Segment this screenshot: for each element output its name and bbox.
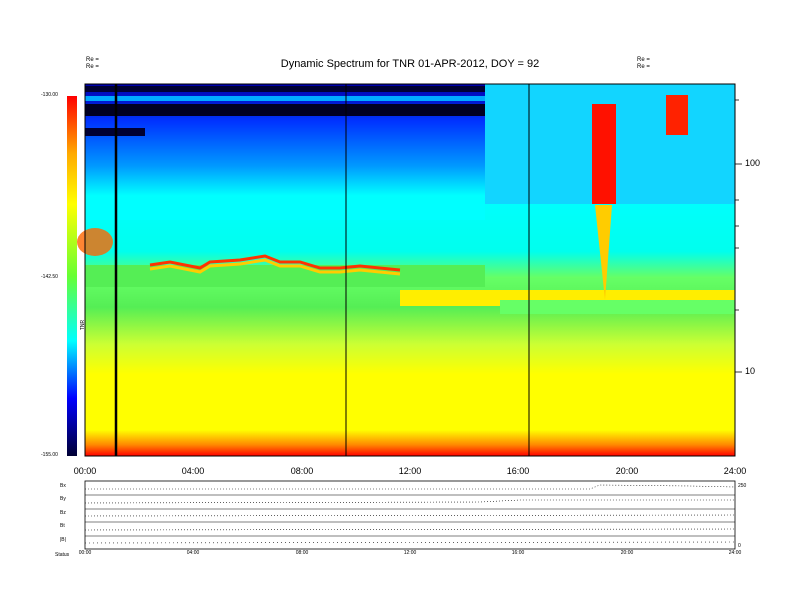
x-tick-1: 04:00 bbox=[181, 466, 205, 476]
header-left-line1: Re = bbox=[86, 57, 99, 63]
panel-right-tick-top: 250 bbox=[738, 483, 747, 489]
bottom-panels bbox=[84, 480, 736, 550]
panel-label-status: Status bbox=[55, 552, 70, 558]
colorbar-tick-bottom: -155.00 bbox=[41, 452, 58, 458]
chart-title: Dynamic Spectrum for TNR 01-APR-2012, DO… bbox=[280, 58, 540, 70]
plot-frame bbox=[84, 83, 736, 457]
panel-label-b: |B| bbox=[60, 537, 66, 543]
panel-x-tick-5: 20:00 bbox=[620, 550, 634, 556]
panel-label-bx: Bx bbox=[60, 483, 66, 489]
panel-x-tick-1: 04:00 bbox=[186, 550, 200, 556]
header-right-line2: Re = bbox=[637, 64, 650, 70]
panel-label-by: By bbox=[60, 496, 66, 502]
header-right-line1: Re = bbox=[637, 57, 650, 63]
x-tick-5: 20:00 bbox=[615, 466, 639, 476]
panel-x-tick-3: 12:00 bbox=[403, 550, 417, 556]
panel-x-tick-6: 24:00 bbox=[728, 550, 742, 556]
colorbar bbox=[67, 96, 77, 456]
panel-label-bz: Bz bbox=[60, 510, 66, 516]
x-tick-2: 08:00 bbox=[290, 466, 314, 476]
marker-lines bbox=[114, 84, 530, 456]
y-tick-10: 10 bbox=[745, 366, 756, 376]
panel-x-tick-4: 16:00 bbox=[511, 550, 525, 556]
panel-right-tick-bottom: 0 bbox=[738, 543, 741, 549]
y-ticks bbox=[735, 99, 742, 373]
panel-x-tick-0: 00:00 bbox=[78, 550, 92, 556]
y-tick-100: 100 bbox=[745, 158, 761, 168]
x-tick-4: 16:00 bbox=[506, 466, 530, 476]
panel-x-tick-2: 08:00 bbox=[295, 550, 309, 556]
colorbar-tick-top: -130.00 bbox=[41, 92, 58, 98]
x-tick-0: 00:00 bbox=[73, 466, 97, 476]
spectrogram bbox=[77, 84, 735, 456]
colorbar-label: TNR bbox=[80, 319, 87, 331]
header-left-line2: Re = bbox=[86, 64, 99, 70]
x-tick-6: 24:00 bbox=[723, 466, 747, 476]
colorbar-tick-mid: -142.50 bbox=[41, 274, 58, 280]
x-tick-3: 12:00 bbox=[398, 466, 422, 476]
panel-label-bt: Bt bbox=[60, 523, 65, 529]
